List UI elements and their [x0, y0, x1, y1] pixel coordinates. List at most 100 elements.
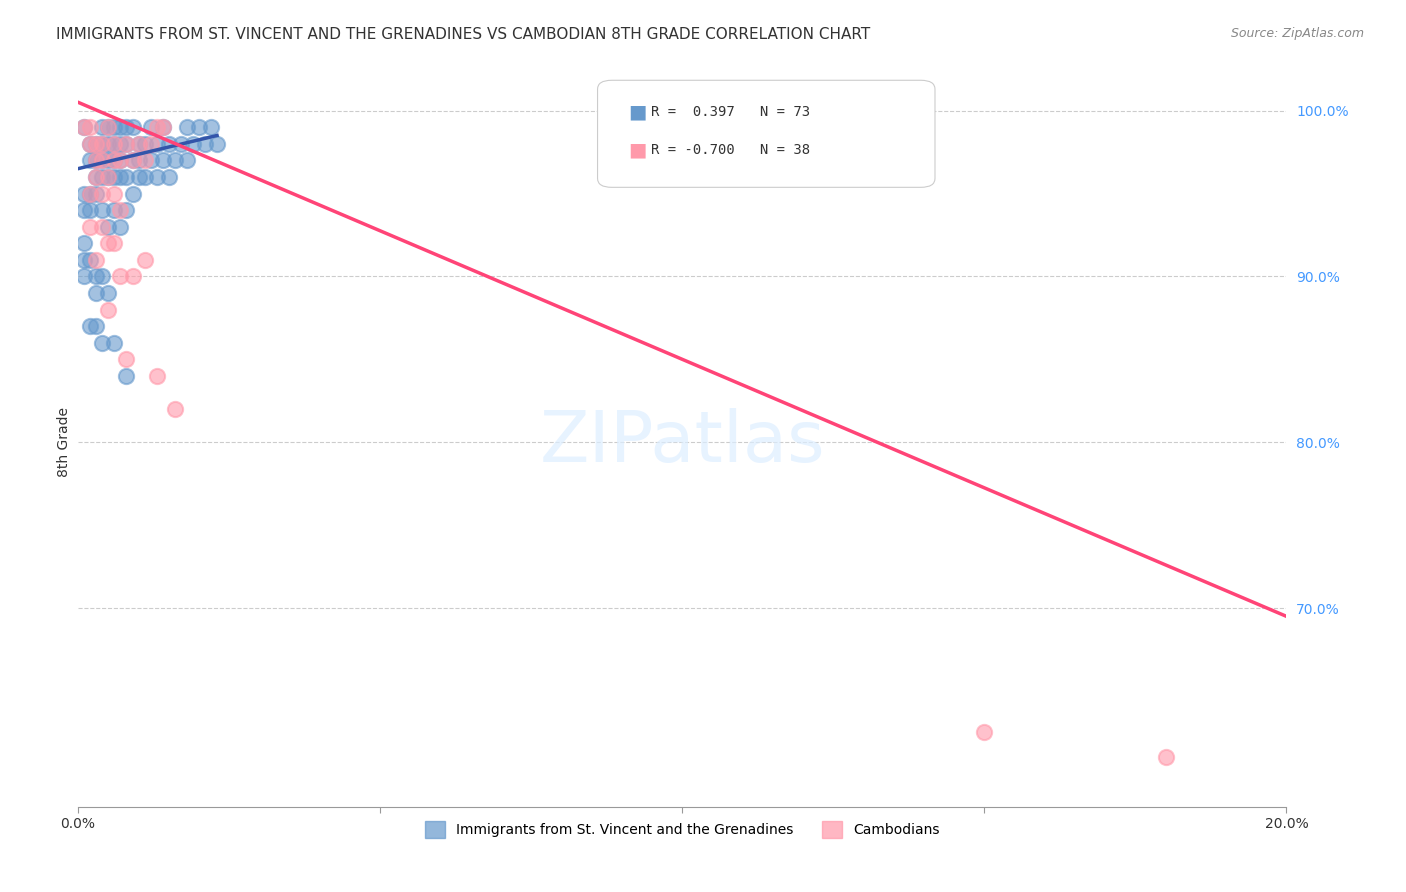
- Point: [103, 136, 125, 151]
- Point: [103, 120, 125, 135]
- Point: [84, 186, 107, 201]
- Point: [128, 136, 150, 151]
- Point: [115, 368, 138, 383]
- Point: [84, 169, 107, 184]
- Point: [79, 136, 101, 151]
- Point: [110, 203, 132, 218]
- Point: [97, 219, 120, 234]
- Point: [79, 120, 101, 135]
- Point: [110, 219, 132, 234]
- Point: [152, 120, 174, 135]
- Point: [97, 169, 120, 184]
- Point: [91, 203, 114, 218]
- Point: [115, 203, 138, 218]
- Point: [115, 136, 138, 151]
- Point: [121, 186, 143, 201]
- Point: [110, 169, 132, 184]
- Point: [84, 136, 107, 151]
- Point: [79, 319, 101, 334]
- Point: [91, 169, 114, 184]
- Point: [139, 120, 162, 135]
- Point: [134, 153, 156, 168]
- Point: [91, 120, 114, 135]
- Point: [73, 120, 96, 135]
- Text: IMMIGRANTS FROM ST. VINCENT AND THE GRENADINES VS CAMBODIAN 8TH GRADE CORRELATIO: IMMIGRANTS FROM ST. VINCENT AND THE GREN…: [56, 27, 870, 42]
- Point: [73, 236, 96, 251]
- Point: [97, 236, 120, 251]
- Point: [97, 153, 120, 168]
- Point: [103, 153, 125, 168]
- Point: [176, 153, 198, 168]
- Point: [79, 153, 101, 168]
- Point: [110, 153, 132, 168]
- Point: [97, 302, 120, 317]
- Point: [121, 153, 143, 168]
- Point: [73, 186, 96, 201]
- Point: [73, 252, 96, 267]
- Point: [110, 120, 132, 135]
- Point: [115, 169, 138, 184]
- Point: [121, 153, 143, 168]
- Text: Source: ZipAtlas.com: Source: ZipAtlas.com: [1230, 27, 1364, 40]
- Text: ■: ■: [628, 103, 647, 122]
- Point: [134, 252, 156, 267]
- Point: [91, 186, 114, 201]
- Point: [84, 269, 107, 284]
- Point: [91, 219, 114, 234]
- Point: [103, 169, 125, 184]
- Point: [110, 153, 132, 168]
- Point: [194, 136, 217, 151]
- Point: [134, 136, 156, 151]
- Point: [145, 169, 167, 184]
- Point: [91, 153, 114, 168]
- Point: [97, 169, 120, 184]
- Point: [128, 136, 150, 151]
- Point: [73, 203, 96, 218]
- Point: [152, 120, 174, 135]
- Point: [134, 169, 156, 184]
- Point: [103, 203, 125, 218]
- Point: [1154, 750, 1177, 764]
- Point: [163, 153, 186, 168]
- Point: [91, 136, 114, 151]
- Point: [103, 186, 125, 201]
- Point: [91, 153, 114, 168]
- Point: [121, 120, 143, 135]
- Point: [84, 319, 107, 334]
- Y-axis label: 8th Grade: 8th Grade: [58, 408, 72, 477]
- Point: [79, 252, 101, 267]
- Point: [170, 136, 193, 151]
- Point: [115, 352, 138, 367]
- Point: [79, 186, 101, 201]
- Text: R = -0.700   N = 38: R = -0.700 N = 38: [651, 143, 810, 157]
- Point: [97, 136, 120, 151]
- Point: [176, 120, 198, 135]
- Point: [115, 120, 138, 135]
- Point: [145, 136, 167, 151]
- Point: [73, 269, 96, 284]
- Point: [145, 368, 167, 383]
- Point: [163, 402, 186, 417]
- Point: [128, 169, 150, 184]
- Point: [128, 153, 150, 168]
- Point: [103, 136, 125, 151]
- Point: [84, 153, 107, 168]
- Point: [84, 136, 107, 151]
- Point: [84, 252, 107, 267]
- Point: [139, 153, 162, 168]
- Legend: Immigrants from St. Vincent and the Grenadines, Cambodians: Immigrants from St. Vincent and the Gren…: [419, 816, 946, 844]
- Text: ■: ■: [628, 140, 647, 160]
- Point: [103, 153, 125, 168]
- Point: [973, 725, 995, 739]
- Point: [84, 285, 107, 300]
- Point: [79, 136, 101, 151]
- Point: [115, 136, 138, 151]
- Point: [181, 136, 204, 151]
- Point: [73, 120, 96, 135]
- Point: [84, 169, 107, 184]
- Text: R =  0.397   N = 73: R = 0.397 N = 73: [651, 105, 810, 120]
- Point: [103, 335, 125, 350]
- Point: [84, 153, 107, 168]
- Point: [103, 236, 125, 251]
- Point: [97, 120, 120, 135]
